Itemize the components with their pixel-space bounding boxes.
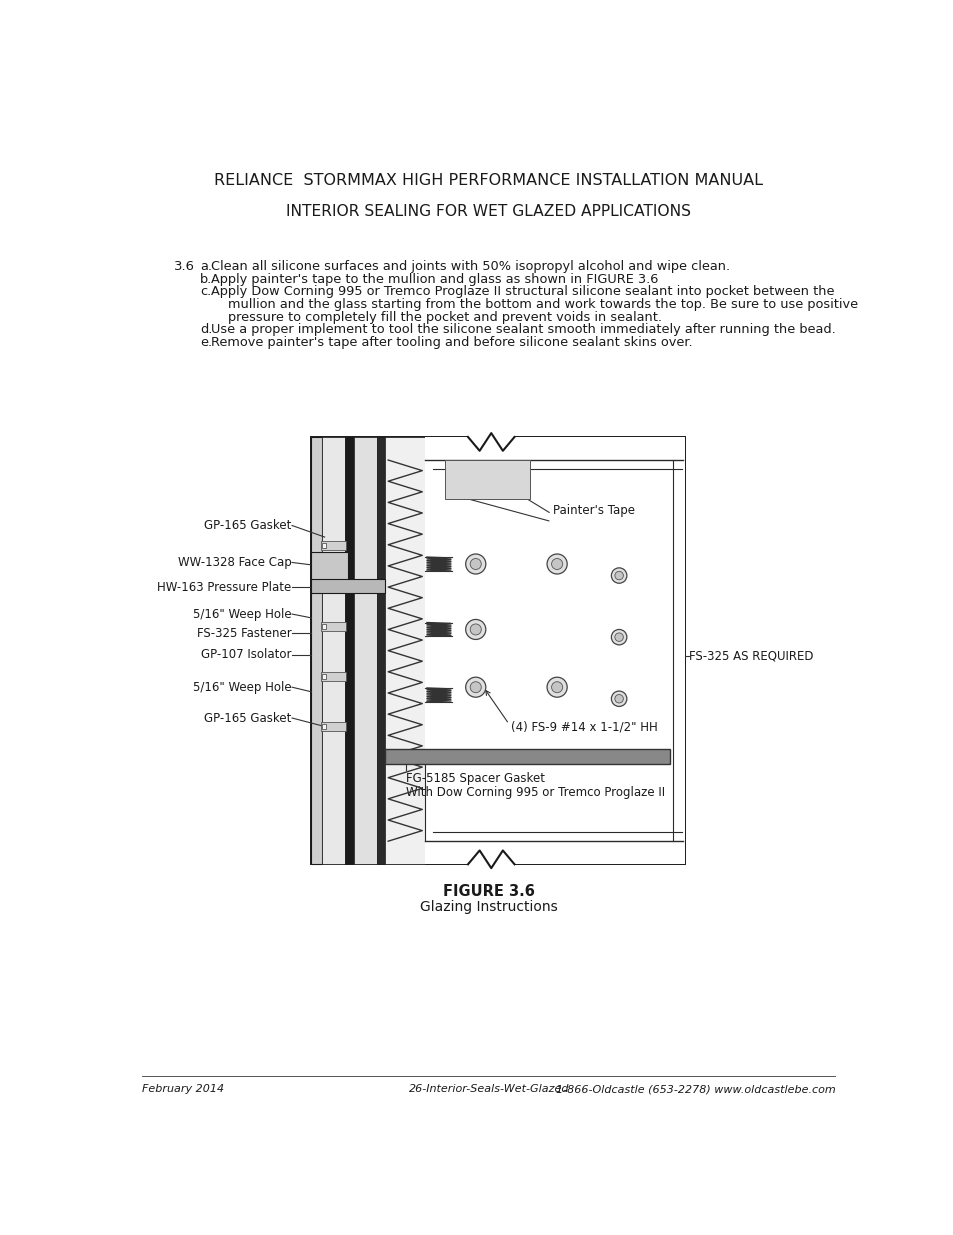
Bar	[320, 621, 346, 631]
Text: Painter's Tape: Painter's Tape	[553, 504, 635, 516]
Circle shape	[470, 682, 480, 693]
Text: GP-165 Gasket: GP-165 Gasket	[204, 711, 291, 725]
Circle shape	[546, 677, 567, 698]
Bar	[311, 437, 321, 864]
Bar	[321, 674, 326, 679]
Circle shape	[551, 682, 562, 693]
Bar	[468, 863, 514, 864]
Text: mullion and the glass starting from the bottom and work towards the top. Be sure: mullion and the glass starting from the …	[228, 298, 857, 311]
Bar	[321, 437, 344, 864]
Text: pressure to completely fill the pocket and prevent voids in sealant.: pressure to completely fill the pocket a…	[228, 311, 661, 324]
Text: Apply painter's tape to the mullion and glass as shown in FIGURE 3.6: Apply painter's tape to the mullion and …	[211, 273, 658, 285]
Text: b.: b.	[199, 273, 212, 285]
Circle shape	[551, 558, 562, 569]
Text: GP-107 Isolator: GP-107 Isolator	[200, 648, 291, 662]
Text: WW-1328 Face Cap: WW-1328 Face Cap	[177, 556, 291, 569]
Bar	[344, 437, 354, 864]
Text: a.: a.	[199, 259, 212, 273]
Bar	[385, 437, 425, 864]
Text: c.: c.	[199, 285, 211, 299]
Text: GP-165 Gasket: GP-165 Gasket	[204, 519, 291, 532]
Circle shape	[465, 555, 485, 574]
Text: FS-325 Fastener: FS-325 Fastener	[196, 627, 291, 640]
Circle shape	[611, 568, 626, 583]
Bar	[444, 461, 530, 499]
Circle shape	[470, 624, 480, 635]
Bar	[311, 552, 348, 583]
Circle shape	[465, 620, 485, 640]
Circle shape	[611, 630, 626, 645]
Text: February 2014: February 2014	[142, 1084, 224, 1094]
Bar	[320, 541, 346, 550]
Bar	[354, 437, 377, 864]
Text: d.: d.	[199, 324, 212, 336]
Circle shape	[615, 572, 622, 579]
Text: FIGURE 3.6: FIGURE 3.6	[442, 884, 535, 899]
Text: HW-163 Pressure Plate: HW-163 Pressure Plate	[157, 580, 291, 594]
Text: RELIANCE  STORMMAX HIGH PERFORMANCE INSTALLATION MANUAL: RELIANCE STORMMAX HIGH PERFORMANCE INSTA…	[214, 173, 762, 188]
Text: 5/16" Weep Hole: 5/16" Weep Hole	[193, 680, 291, 694]
Text: Glazing Instructions: Glazing Instructions	[419, 899, 558, 914]
Bar	[321, 724, 326, 729]
Circle shape	[615, 694, 622, 703]
Text: With Dow Corning 995 or Tremco Proglaze II: With Dow Corning 995 or Tremco Proglaze …	[406, 785, 664, 799]
Text: Clean all silicone surfaces and joints with 50% isopropyl alcohol and wipe clean: Clean all silicone surfaces and joints w…	[211, 259, 729, 273]
Text: Apply Dow Corning 995 or Tremco Proglaze II structural silicone sealant into poc: Apply Dow Corning 995 or Tremco Proglaze…	[211, 285, 833, 299]
Text: FG-5185 Spacer Gasket: FG-5185 Spacer Gasket	[406, 772, 544, 785]
Circle shape	[465, 677, 485, 698]
Circle shape	[470, 558, 480, 569]
Bar	[311, 579, 385, 593]
Circle shape	[611, 692, 626, 706]
Bar	[320, 672, 346, 680]
Bar	[468, 436, 514, 437]
Text: 1-866-Oldcastle (653-2278) www.oldcastlebe.com: 1-866-Oldcastle (653-2278) www.oldcastle…	[555, 1084, 835, 1094]
Bar	[320, 721, 346, 731]
Circle shape	[546, 555, 567, 574]
Bar	[425, 437, 684, 864]
Text: 5/16" Weep Hole: 5/16" Weep Hole	[193, 608, 291, 620]
Text: 3.6: 3.6	[173, 259, 194, 273]
Bar	[377, 437, 385, 864]
Bar	[321, 624, 326, 629]
Text: FS-325 AS REQUIRED: FS-325 AS REQUIRED	[688, 650, 813, 663]
Text: Remove painter's tape after tooling and before silicone sealant skins over.: Remove painter's tape after tooling and …	[211, 336, 692, 350]
Bar	[321, 543, 326, 548]
Circle shape	[615, 632, 622, 641]
Text: 26-Interior-Seals-Wet-Glazed: 26-Interior-Seals-Wet-Glazed	[408, 1084, 569, 1094]
Bar	[385, 748, 669, 764]
Text: e.: e.	[199, 336, 212, 350]
Text: INTERIOR SEALING FOR WET GLAZED APPLICATIONS: INTERIOR SEALING FOR WET GLAZED APPLICAT…	[286, 204, 691, 219]
Bar	[311, 437, 684, 864]
Text: (4) FS-9 #14 x 1-1/2" HH: (4) FS-9 #14 x 1-1/2" HH	[510, 721, 657, 734]
Text: Use a proper implement to tool the silicone sealant smooth immediately after run: Use a proper implement to tool the silic…	[211, 324, 835, 336]
